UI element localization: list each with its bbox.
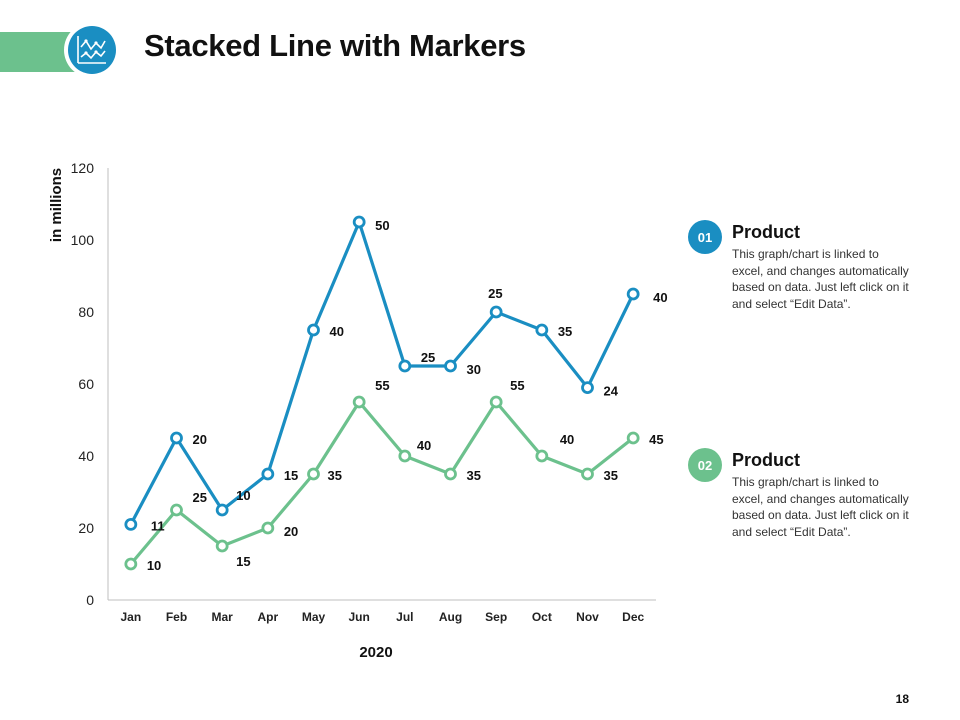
series-1-marker xyxy=(307,467,320,481)
series-1-data-label: 35 xyxy=(328,468,342,483)
series-1-marker xyxy=(352,395,366,409)
series-2-marker xyxy=(489,305,503,319)
x-tick-label: Jun xyxy=(348,610,369,624)
series-1-marker xyxy=(215,539,229,553)
x-tick-label: Sep xyxy=(485,610,507,624)
series-2-data-label: 10 xyxy=(236,488,250,503)
series-2-marker xyxy=(398,359,412,373)
legend-description-1: This graph/chart is linked to excel, and… xyxy=(732,247,909,311)
series-1-marker xyxy=(581,467,594,481)
series-1-data-label: 20 xyxy=(284,524,298,539)
y-tick-label: 100 xyxy=(71,232,95,248)
series-2-data-label: 11 xyxy=(151,518,165,533)
series-2-data-label: 20 xyxy=(193,432,207,447)
page-title: Stacked Line with Markers xyxy=(144,28,526,63)
series-2-marker xyxy=(307,323,320,337)
series-2-data-label: 25 xyxy=(421,350,435,365)
series-2-marker xyxy=(261,467,275,481)
legend-title-2: Product xyxy=(732,450,801,470)
series-1-marker xyxy=(489,395,503,409)
series-2-data-label: 15 xyxy=(284,468,298,483)
series-2-marker xyxy=(215,503,229,517)
y-tick-label: 120 xyxy=(71,160,95,176)
series-2-marker xyxy=(170,431,183,445)
series-1-marker xyxy=(535,449,549,463)
series-1-marker xyxy=(444,467,457,481)
series-1-marker xyxy=(261,521,275,535)
series-1-data-label: 45 xyxy=(649,432,663,447)
series-2-data-label: 40 xyxy=(330,324,344,339)
legend-title-1: Product xyxy=(732,222,801,242)
series-line-1 xyxy=(129,400,635,566)
series-1-data-label: 55 xyxy=(510,378,524,393)
x-tick-label: Aug xyxy=(439,610,462,624)
series-2-data-label: 40 xyxy=(653,290,667,305)
y-tick-label: 20 xyxy=(78,520,94,536)
y-axis-title: in millions xyxy=(48,168,65,242)
legend-badge-2: 02 xyxy=(688,448,722,482)
series-line-2 xyxy=(129,220,635,526)
series-1-data-label: 15 xyxy=(236,554,250,569)
x-tick-label: Dec xyxy=(622,610,644,624)
series-2-data-label: 30 xyxy=(467,362,481,377)
series-2-marker xyxy=(444,359,457,373)
x-tick-label: Feb xyxy=(166,610,187,624)
series-2-marker xyxy=(626,287,640,301)
series-2-marker xyxy=(352,215,366,229)
series-2-data-label: 24 xyxy=(604,384,619,399)
series-1-data-label: 55 xyxy=(375,378,389,393)
series-1-data-label: 40 xyxy=(417,438,431,453)
series-2-marker xyxy=(124,518,138,531)
series-1-marker xyxy=(626,431,640,445)
x-tick-label: Apr xyxy=(257,610,278,624)
y-tick-label: 60 xyxy=(78,376,94,392)
legend-badge-1: 01 xyxy=(688,220,722,254)
x-tick-label: Mar xyxy=(211,610,233,624)
series-1-data-label: 25 xyxy=(193,490,207,505)
y-tick-label: 40 xyxy=(78,448,94,464)
x-tick-label: Jan xyxy=(120,610,141,624)
series-1-marker xyxy=(398,449,412,463)
legend-description-2: This graph/chart is linked to excel, and… xyxy=(732,475,909,539)
series-1-data-label: 35 xyxy=(604,468,618,483)
y-tick-label: 0 xyxy=(86,592,94,608)
series-1-marker xyxy=(124,557,138,571)
series-1-marker xyxy=(170,503,183,517)
series-2-data-label: 35 xyxy=(558,324,572,339)
x-axis-title: 2020 xyxy=(359,644,392,661)
y-tick-label: 80 xyxy=(78,304,94,320)
x-tick-label: Oct xyxy=(532,610,552,624)
page-number: 18 xyxy=(895,692,909,706)
line-chart-icon xyxy=(68,26,116,74)
series-1-data-label: 10 xyxy=(147,558,161,573)
series-2-data-label: 50 xyxy=(375,218,389,233)
x-tick-label: May xyxy=(302,610,326,624)
series-2-data-label: 25 xyxy=(488,286,502,301)
series-1-data-label: 35 xyxy=(467,468,481,483)
series-1-data-label: 40 xyxy=(560,432,574,447)
series-2-marker xyxy=(581,381,594,395)
series-2-marker xyxy=(535,323,549,337)
x-tick-label: Nov xyxy=(576,610,599,624)
x-tick-label: Jul xyxy=(396,610,413,624)
